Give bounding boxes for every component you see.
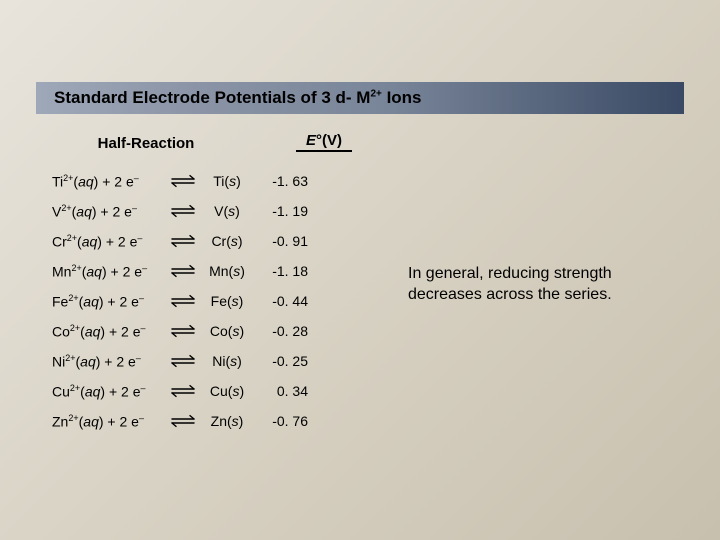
table-row: Fe2+(aq) + 2 e– Fe(s)-0. 44 — [52, 286, 352, 316]
title-suffix: Ions — [382, 88, 422, 107]
half-reaction-lhs: Ti2+(aq) + 2 e– — [52, 173, 166, 190]
potential-value: -1. 19 — [254, 203, 314, 219]
arrow-cell — [166, 384, 200, 398]
arrow-cell — [166, 264, 200, 278]
title-bar: Standard Electrode Potentials of 3 d- M2… — [36, 82, 684, 114]
half-reaction-rhs: V(s) — [200, 203, 254, 219]
potential-value: -0. 28 — [254, 323, 314, 339]
half-reaction-rhs: Co(s) — [200, 323, 254, 339]
potential-value: -1. 63 — [254, 173, 314, 189]
title-prefix: Standard Electrode Potentials of 3 d- M — [54, 88, 370, 107]
equilibrium-arrow-icon — [169, 174, 197, 188]
table-row: Cu2+(aq) + 2 e– Cu(s) 0. 34 — [52, 376, 352, 406]
equilibrium-arrow-icon — [169, 264, 197, 278]
equilibrium-arrow-icon — [169, 384, 197, 398]
half-reaction-lhs: Fe2+(aq) + 2 e– — [52, 293, 166, 310]
equilibrium-arrow-icon — [169, 414, 197, 428]
half-reaction-lhs: Ni2+(aq) + 2 e– — [52, 353, 166, 370]
potential-value: -0. 76 — [254, 413, 314, 429]
table-body: Ti2+(aq) + 2 e– Ti(s)-1. 63V2+(aq) + 2 e… — [52, 166, 352, 436]
equilibrium-arrow-icon — [169, 294, 197, 308]
arrow-cell — [166, 294, 200, 308]
half-reaction-rhs: Ti(s) — [200, 173, 254, 189]
col-e-value: E°(V) — [296, 132, 352, 152]
potential-value: -0. 91 — [254, 233, 314, 249]
half-reaction-lhs: Cr2+(aq) + 2 e– — [52, 233, 166, 250]
half-reaction-rhs: Mn(s) — [200, 263, 254, 279]
arrow-cell — [166, 174, 200, 188]
half-reaction-lhs: V2+(aq) + 2 e– — [52, 203, 166, 220]
table-row: Zn2+(aq) + 2 e– Zn(s)-0. 76 — [52, 406, 352, 436]
table-header: Half-Reaction E°(V) — [52, 132, 352, 152]
half-reaction-rhs: Zn(s) — [200, 413, 254, 429]
arrow-cell — [166, 204, 200, 218]
title-sup: 2+ — [370, 88, 381, 99]
page-title: Standard Electrode Potentials of 3 d- M2… — [54, 88, 422, 108]
table-row: Cr2+(aq) + 2 e– Cr(s)-0. 91 — [52, 226, 352, 256]
table-row: Ti2+(aq) + 2 e– Ti(s)-1. 63 — [52, 166, 352, 196]
e-letter: E — [306, 132, 316, 149]
note-text: In general, reducing strength decreases … — [408, 264, 680, 306]
potential-value: 0. 34 — [254, 383, 314, 399]
half-reaction-rhs: Cu(s) — [200, 383, 254, 399]
table-row: V2+(aq) + 2 e– V(s)-1. 19 — [52, 196, 352, 226]
equilibrium-arrow-icon — [169, 204, 197, 218]
equilibrium-arrow-icon — [169, 354, 197, 368]
potential-value: -0. 25 — [254, 353, 314, 369]
col-half-reaction: Half-Reaction — [52, 135, 240, 152]
arrow-cell — [166, 234, 200, 248]
half-reaction-lhs: Co2+(aq) + 2 e– — [52, 323, 166, 340]
arrow-cell — [166, 324, 200, 338]
half-reaction-lhs: Zn2+(aq) + 2 e– — [52, 413, 166, 430]
table: Half-Reaction E°(V) Ti2+(aq) + 2 e– Ti(s… — [52, 132, 352, 436]
equilibrium-arrow-icon — [169, 324, 197, 338]
potential-value: -0. 44 — [254, 293, 314, 309]
potential-value: -1. 18 — [254, 263, 314, 279]
half-reaction-lhs: Cu2+(aq) + 2 e– — [52, 383, 166, 400]
arrow-cell — [166, 354, 200, 368]
table-row: Ni2+(aq) + 2 e– Ni(s)-0. 25 — [52, 346, 352, 376]
half-reaction-rhs: Cr(s) — [200, 233, 254, 249]
arrow-cell — [166, 414, 200, 428]
table-row: Co2+(aq) + 2 e– Co(s)-0. 28 — [52, 316, 352, 346]
half-reaction-rhs: Fe(s) — [200, 293, 254, 309]
half-reaction-rhs: Ni(s) — [200, 353, 254, 369]
table-row: Mn2+(aq) + 2 e– Mn(s)-1. 18 — [52, 256, 352, 286]
half-reaction-lhs: Mn2+(aq) + 2 e– — [52, 263, 166, 280]
equilibrium-arrow-icon — [169, 234, 197, 248]
e-unit: (V) — [322, 132, 342, 149]
